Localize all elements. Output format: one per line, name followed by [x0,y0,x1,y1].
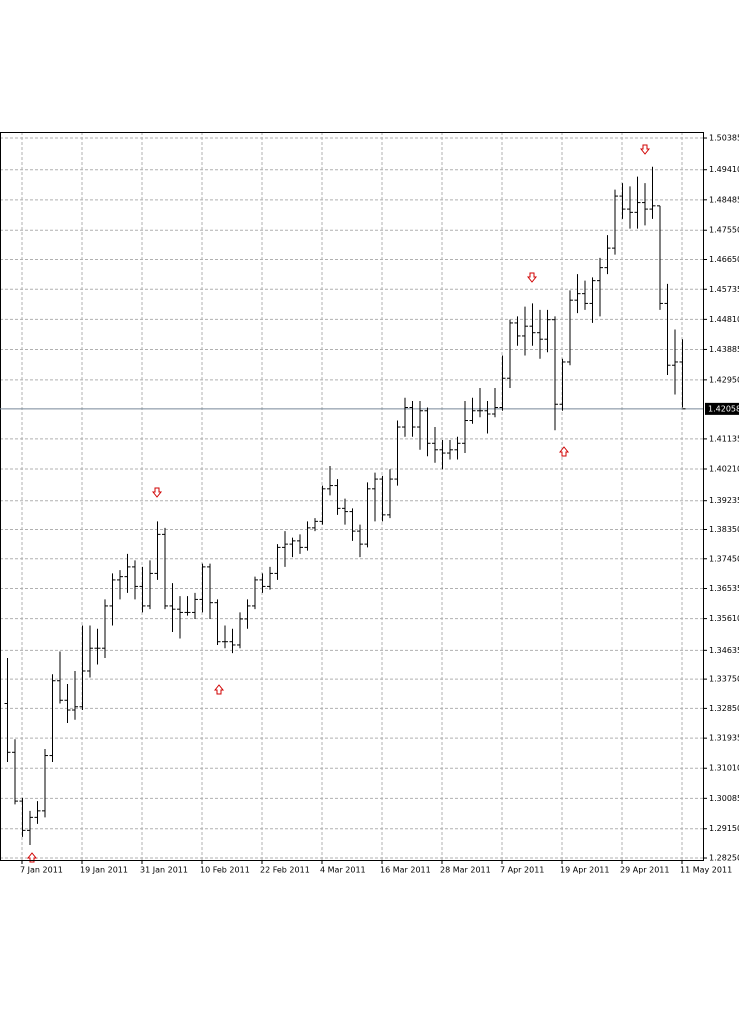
y-tick-label: 1.45735 [709,285,739,294]
x-tick-label: 11 May 2011 [680,866,732,875]
down-arrow [639,144,651,155]
y-tick-label: 1.29150 [709,824,739,833]
x-tick-label: 7 Jan 2011 [20,866,63,875]
up-arrow [558,446,570,457]
y-tick-label: 1.33750 [709,675,739,684]
y-tick-label: 1.48485 [709,195,739,204]
y-tick-label: 1.46650 [709,255,739,264]
x-tick-label: 10 Feb 2011 [200,866,250,875]
up-arrow [213,684,225,695]
y-tick-label: 1.31935 [709,734,739,743]
x-tick-label: 4 Mar 2011 [320,866,366,875]
plot-frame [0,132,704,861]
y-tick-label: 1.34635 [709,646,739,655]
y-tick-label: 1.37450 [709,554,739,563]
y-tick-label: 1.28250 [709,854,739,863]
x-tick-label: 28 Mar 2011 [440,866,491,875]
y-tick-label: 1.43885 [709,345,739,354]
x-tick-label: 19 Jan 2011 [80,866,128,875]
y-tick-label: 1.35610 [709,614,739,623]
y-tick-label: 1.41135 [709,434,739,443]
y-tick-label: 1.31010 [709,764,739,773]
x-tick-label: 7 Apr 2011 [500,866,544,875]
down-arrow [526,272,538,283]
y-tick-label: 1.49410 [709,165,739,174]
down-arrow [151,487,163,498]
x-tick-label: 22 Feb 2011 [260,866,310,875]
y-tick-label: 1.36535 [709,584,739,593]
y-tick-label: 1.40210 [709,464,739,473]
y-tick-label: 1.47550 [709,226,739,235]
x-tick-label: 16 Mar 2011 [380,866,431,875]
y-tick-label: 1.42950 [709,375,739,384]
x-tick-label: 29 Apr 2011 [620,866,669,875]
y-tick-label: 1.39235 [709,496,739,505]
y-tick-label: 1.30085 [709,794,739,803]
x-tick-label: 31 Jan 2011 [140,866,188,875]
y-tick-label: 1.38350 [709,525,739,534]
x-tick-label: 19 Apr 2011 [560,866,609,875]
current-price-box [705,402,739,415]
current-price-label: 1.42058 [708,404,739,413]
y-tick-label: 1.44810 [709,315,739,324]
y-tick-label: 1.32850 [709,704,739,713]
y-tick-label: 1.50385 [709,134,739,143]
